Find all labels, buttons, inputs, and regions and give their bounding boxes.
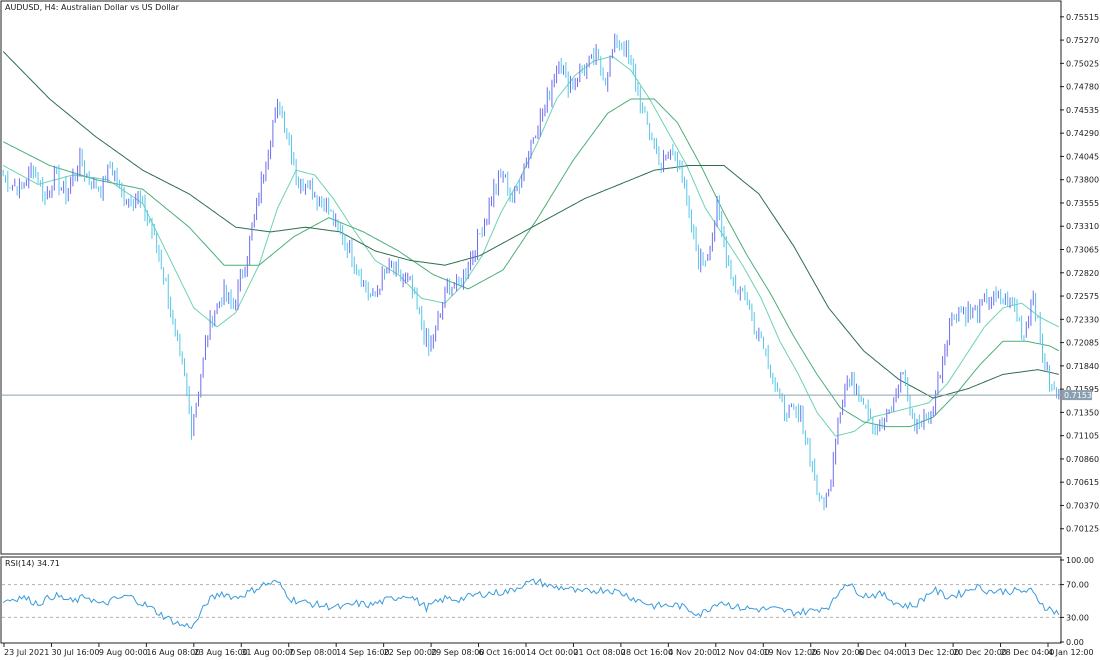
time-tick-label: 28 Oct 16:00 xyxy=(621,648,673,657)
time-tick-label: 13 Dec 12:00 xyxy=(906,648,960,657)
time-tick-label: 7 Sep 08:00 xyxy=(289,648,337,657)
price-tick-label: 0.72330 xyxy=(1066,315,1099,324)
price-tick-label: 0.71105 xyxy=(1066,432,1099,441)
price-panel-frame xyxy=(0,0,1062,555)
time-tick-label: 29 Sep 08:00 xyxy=(431,648,484,657)
price-tick-label: 0.70125 xyxy=(1066,525,1099,534)
price-tick-label: 0.73065 xyxy=(1066,246,1099,255)
price-tick-label: 0.75270 xyxy=(1066,36,1099,45)
time-tick-label: 31 Aug 00:00 xyxy=(241,648,295,657)
price-tick-label: 0.73555 xyxy=(1066,199,1099,208)
time-tick-label: 14 Oct 00:00 xyxy=(526,648,578,657)
price-tick-label: 0.72085 xyxy=(1066,339,1099,348)
time-tick-label: 23 Aug 16:00 xyxy=(194,648,248,657)
price-tick-label: 0.72820 xyxy=(1066,269,1099,278)
rsi-tick-label: 0.00 xyxy=(1066,638,1084,647)
price-tick-label: 0.74045 xyxy=(1066,152,1099,161)
rsi-y-axis: 100.00 70.00 30.00 0.00 xyxy=(1060,556,1094,647)
time-tick-label: 19 Nov 12:00 xyxy=(763,648,817,657)
rsi-line xyxy=(2,578,1060,630)
price-tick-label: 0.70370 xyxy=(1066,501,1099,510)
price-tick-label: 0.74780 xyxy=(1066,83,1099,92)
time-tick-label: 4 Jan 12:00 xyxy=(1048,648,1094,657)
price-tick-label: 0.73310 xyxy=(1066,222,1099,231)
time-tick-label: 30 Jul 16:00 xyxy=(51,648,99,657)
time-tick-label: 12 Nov 04:00 xyxy=(716,648,770,657)
price-tick-label: 0.75515 xyxy=(1066,13,1099,22)
price-tick-label: 0.70615 xyxy=(1066,478,1099,487)
rsi-tick-label: 70.00 xyxy=(1066,581,1089,590)
price-tick-label: 0.72575 xyxy=(1066,292,1099,301)
price-tick-label: 0.74535 xyxy=(1066,106,1099,115)
price-tick-label: 0.73800 xyxy=(1066,176,1099,185)
time-tick-label: 14 Sep 16:00 xyxy=(336,648,389,657)
current-price-tag xyxy=(1062,390,1092,401)
time-tick-label: 16 Aug 08:00 xyxy=(146,648,200,657)
time-tick-label: 22 Sep 00:00 xyxy=(384,648,437,657)
price-tick-label: 0.75025 xyxy=(1066,59,1099,68)
price-tick-label: 0.71840 xyxy=(1066,362,1099,371)
time-tick-label: 6 Dec 04:00 xyxy=(858,648,907,657)
chart-title: AUDUSD, H4: Australian Dollar vs US Doll… xyxy=(5,3,180,12)
price-tick-label: 0.74290 xyxy=(1066,129,1099,138)
rsi-tick-label: 30.00 xyxy=(1066,613,1089,622)
time-tick-label: 21 Oct 08:00 xyxy=(573,648,625,657)
time-tick-label: 28 Dec 04:00 xyxy=(1001,648,1055,657)
candlestick-series xyxy=(2,33,1060,511)
price-tick-label: 0.71595 xyxy=(1066,385,1099,394)
price-y-axis: 0.75515 0.75270 0.75025 0.74780 0.74535 0.742… xyxy=(1060,13,1099,534)
moving-average-line-3 xyxy=(2,51,1059,399)
rsi-level-lines xyxy=(2,584,1060,618)
current-price-label: 0.71532 xyxy=(1064,391,1097,400)
rsi-tick-label: 100.00 xyxy=(1066,556,1094,565)
time-tick-label: 20 Dec 20:00 xyxy=(953,648,1007,657)
price-tick-label: 0.70860 xyxy=(1066,455,1099,464)
time-tick-label: 26 Nov 20:00 xyxy=(811,648,865,657)
time-tick-label: 6 Oct 16:00 xyxy=(479,648,526,657)
time-tick-label: 4 Nov 20:00 xyxy=(668,648,717,657)
rsi-panel-frame xyxy=(0,556,1062,644)
price-tick-label: 0.71350 xyxy=(1066,408,1099,417)
time-tick-label: 9 Aug 00:00 xyxy=(99,648,148,657)
time-tick-label: 23 Jul 2021 xyxy=(4,648,49,657)
rsi-title: RSI(14) 34.71 xyxy=(5,559,60,568)
